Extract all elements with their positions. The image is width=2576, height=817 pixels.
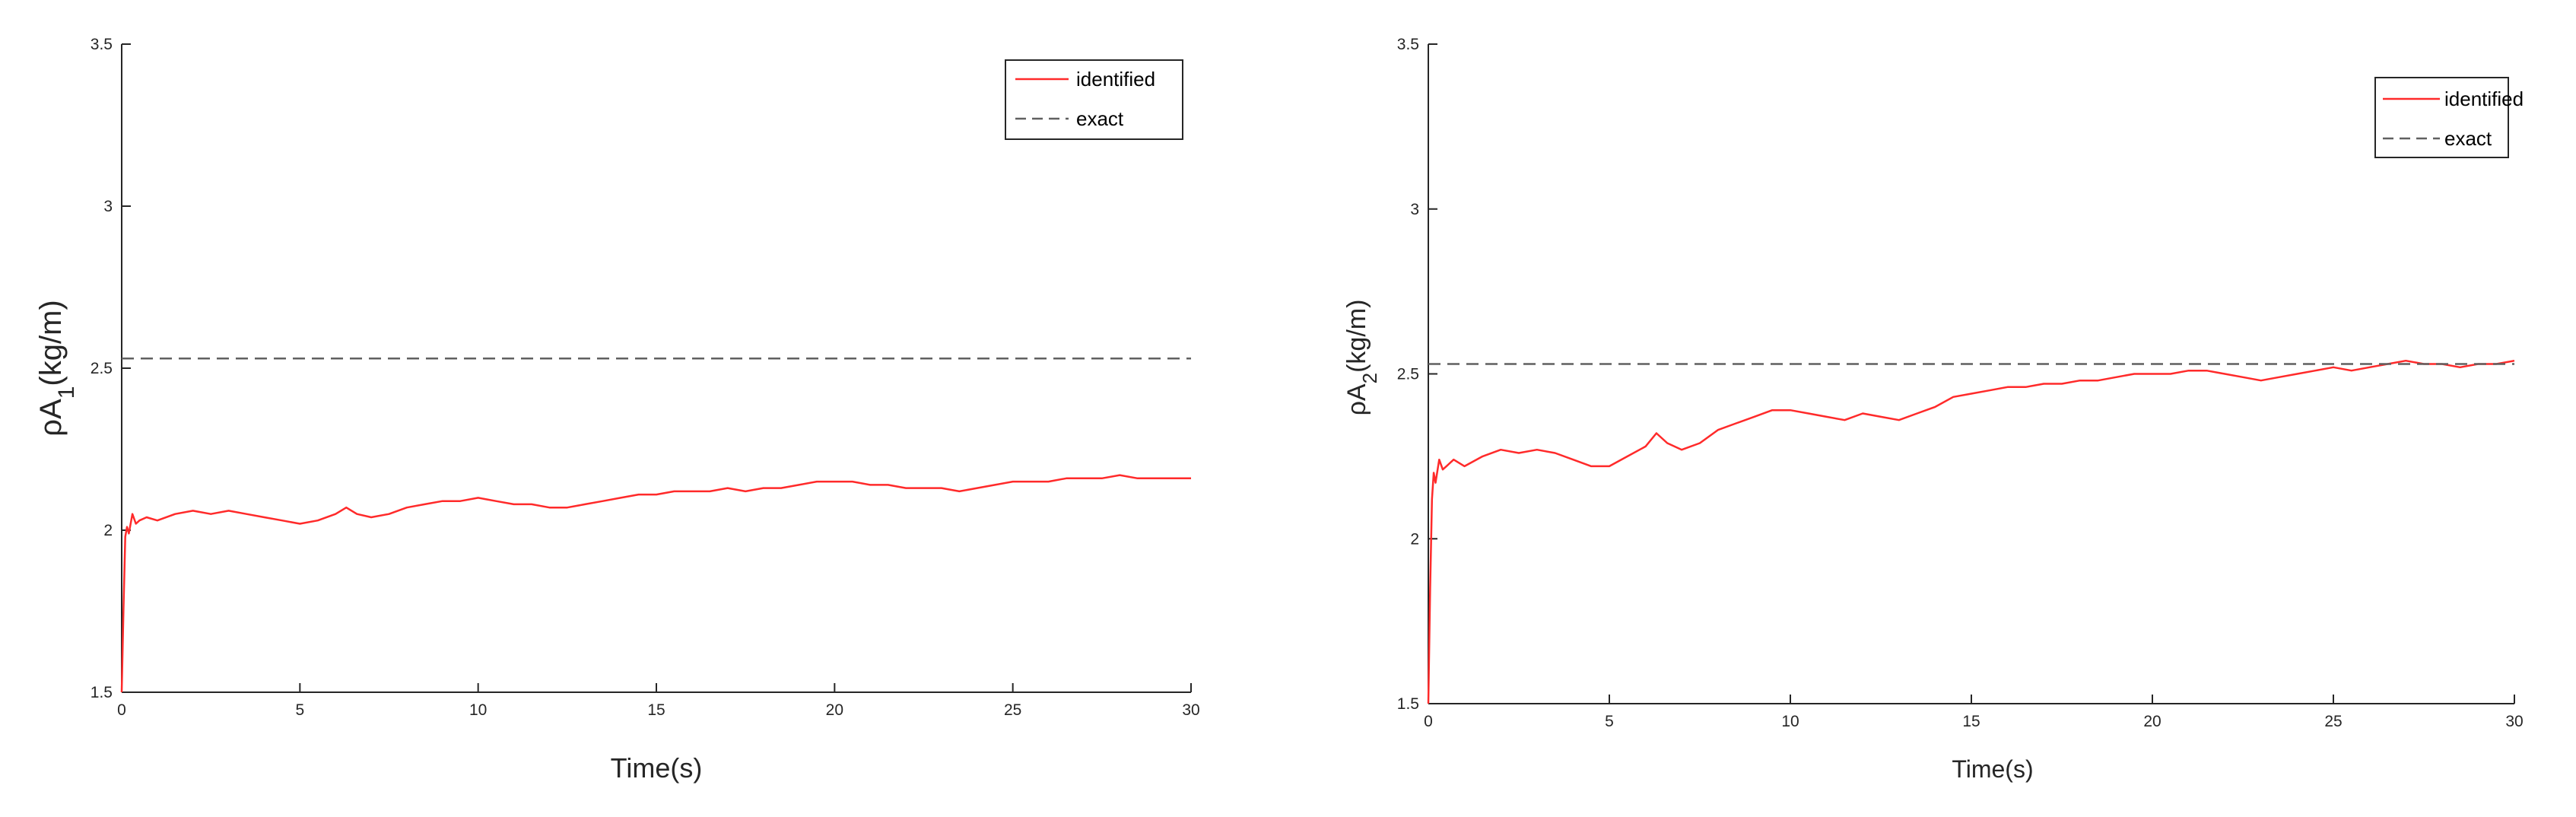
y-tick-label: 3.5 [91,36,113,53]
y-tick-label: 2 [1410,530,1419,548]
ticks: 0 5 10 15 20 25 30 1.5 2 2.5 3 3.5 [91,36,1200,719]
axes [1428,44,2514,704]
y-tick-label: 2 [103,522,113,539]
x-tick-label: 30 [2505,713,2523,730]
y-tick-label: 1.5 [1397,695,1419,713]
x-tick-label: 10 [1781,713,1799,730]
y-tick-label: 1.5 [91,684,113,701]
series-layer [120,357,1191,693]
y-tick-label: 2.5 [91,360,113,377]
x-tick-label: 10 [469,701,487,719]
y-tick-label: 3 [1410,201,1419,218]
x-tick-label: 20 [2143,713,2161,730]
legend-box [1005,59,1183,140]
legend-label-exact: exact [1076,107,1124,130]
series-line-identified [120,474,1191,693]
x-tick-label: 5 [1605,713,1614,730]
y-tick-label: 3.5 [1397,36,1419,53]
x-axis-label: Time(s) [1952,755,2033,783]
x-tick-label: 25 [2324,713,2342,730]
plot-rhoA2: 0 5 10 15 20 25 30 1.5 2 2.5 3 3.5 Time(s) ρA2(kg/m… [1342,36,2524,783]
x-tick-label: 0 [117,701,126,719]
ticks: 0 5 10 15 20 25 30 1.5 2 2.5 3 3.5 [1397,36,2524,730]
y-axis-label: ρA2(kg/m) [1342,300,1381,416]
x-tick-label: 25 [1004,701,1021,719]
legend: identified exact [2374,77,2524,158]
legend-label-identified: identified [1076,68,1155,91]
x-tick-label: 0 [1424,713,1433,730]
x-tick-label: 15 [647,701,665,719]
y-tick-label: 3 [103,198,113,215]
x-axis-label: Time(s) [611,752,703,784]
series-line-identified [1427,359,2515,704]
x-tick-label: 5 [295,701,304,719]
legend-label-exact: exact [2444,127,2492,150]
y-axis-label: ρA1(kg/m) [34,300,79,436]
series-layer [1427,359,2515,704]
x-tick-label: 15 [1962,713,1980,730]
legend-box [2374,77,2509,158]
x-tick-label: 30 [1182,701,1199,719]
plot-rhoA1: 0 5 10 15 20 25 30 1.5 2 2.5 3 3.5 Time(s) ρA1(kg/m… [34,36,1200,784]
axes [121,44,1191,693]
y-tick-label: 2.5 [1397,366,1419,383]
legend-label-identified: identified [2444,87,2524,110]
x-tick-label: 20 [826,701,843,719]
legend: identified exact [1005,59,1183,140]
